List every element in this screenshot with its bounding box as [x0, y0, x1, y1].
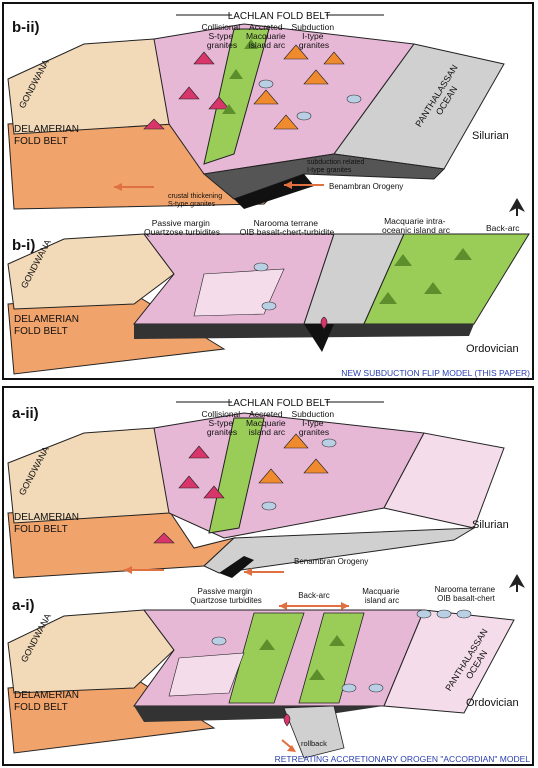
magma-drop-icon [284, 714, 290, 726]
backarc-arrow [279, 602, 349, 610]
label-period-silurian: Silurian [472, 130, 509, 142]
label-narooma: Narooma terrane OIB basalt-chert-turbidi… [240, 218, 335, 237]
tag-a-i: a-i) [12, 597, 35, 614]
north-arrow-icon [509, 198, 525, 216]
label-period-ordovician-a: Ordovician [466, 697, 519, 709]
block-b-i [8, 234, 529, 374]
label-rollback: rollback [301, 739, 327, 748]
label-backarc: Back-arc [486, 223, 520, 233]
label-accreted-arc: Accreted Macquarie island arc [246, 22, 288, 50]
label-benambran-orogeny: Benambran Orogeny [329, 182, 403, 191]
label-macquarie: Macquarie intra- oceanic island arc [382, 216, 451, 235]
label-passive-margin-a: Passive margin Quartzose turbidites [190, 587, 262, 605]
label-passive-margin: Passive margin Quartzose turbidites [144, 218, 220, 237]
label-narooma-a: Narooma terrane OIB basalt-chert [435, 585, 498, 603]
label-period-silurian-a: Silurian [472, 519, 509, 531]
diagram-top: b-ii) LACHLAN FOLD BELT Collisional S-ty… [4, 4, 534, 380]
belt-title-a: LACHLAN FOLD BELT [228, 398, 331, 409]
north-arrow-icon [509, 574, 525, 592]
tag-a-ii: a-ii) [12, 405, 39, 422]
label-accreted-arc-a: Accreted Macquarie island arc [246, 409, 288, 437]
rollback-arrow [282, 740, 296, 752]
label-period-ordovician: Ordovician [466, 343, 519, 355]
panel-accordian: a-ii) LACHLAN FOLD BELT Collisional S-ty… [2, 386, 534, 766]
seamount-marker [254, 263, 268, 271]
label-benambran-orogeny-a: Benambran Orogeny [294, 557, 368, 566]
label-backarc-a: Back-arc [298, 591, 330, 600]
panel-subduction-flip: b-ii) LACHLAN FOLD BELT Collisional S-ty… [2, 2, 534, 380]
tag-b-i: b-i) [12, 237, 35, 254]
tag-b-ii: b-ii) [12, 19, 40, 36]
model-caption-bottom: RETREATING ACCRETIONARY OROGEN "ACCORDIA… [275, 754, 531, 764]
seamount-marker [262, 302, 276, 310]
diagram-bottom: a-ii) LACHLAN FOLD BELT Collisional S-ty… [4, 388, 534, 766]
belt-title: LACHLAN FOLD BELT [228, 11, 331, 22]
label-macquarie-a: Macquarie island arc [362, 587, 402, 605]
model-caption-top: NEW SUBDUCTION FLIP MODEL (THIS PAPER) [341, 368, 530, 378]
block-a-i [8, 602, 514, 758]
